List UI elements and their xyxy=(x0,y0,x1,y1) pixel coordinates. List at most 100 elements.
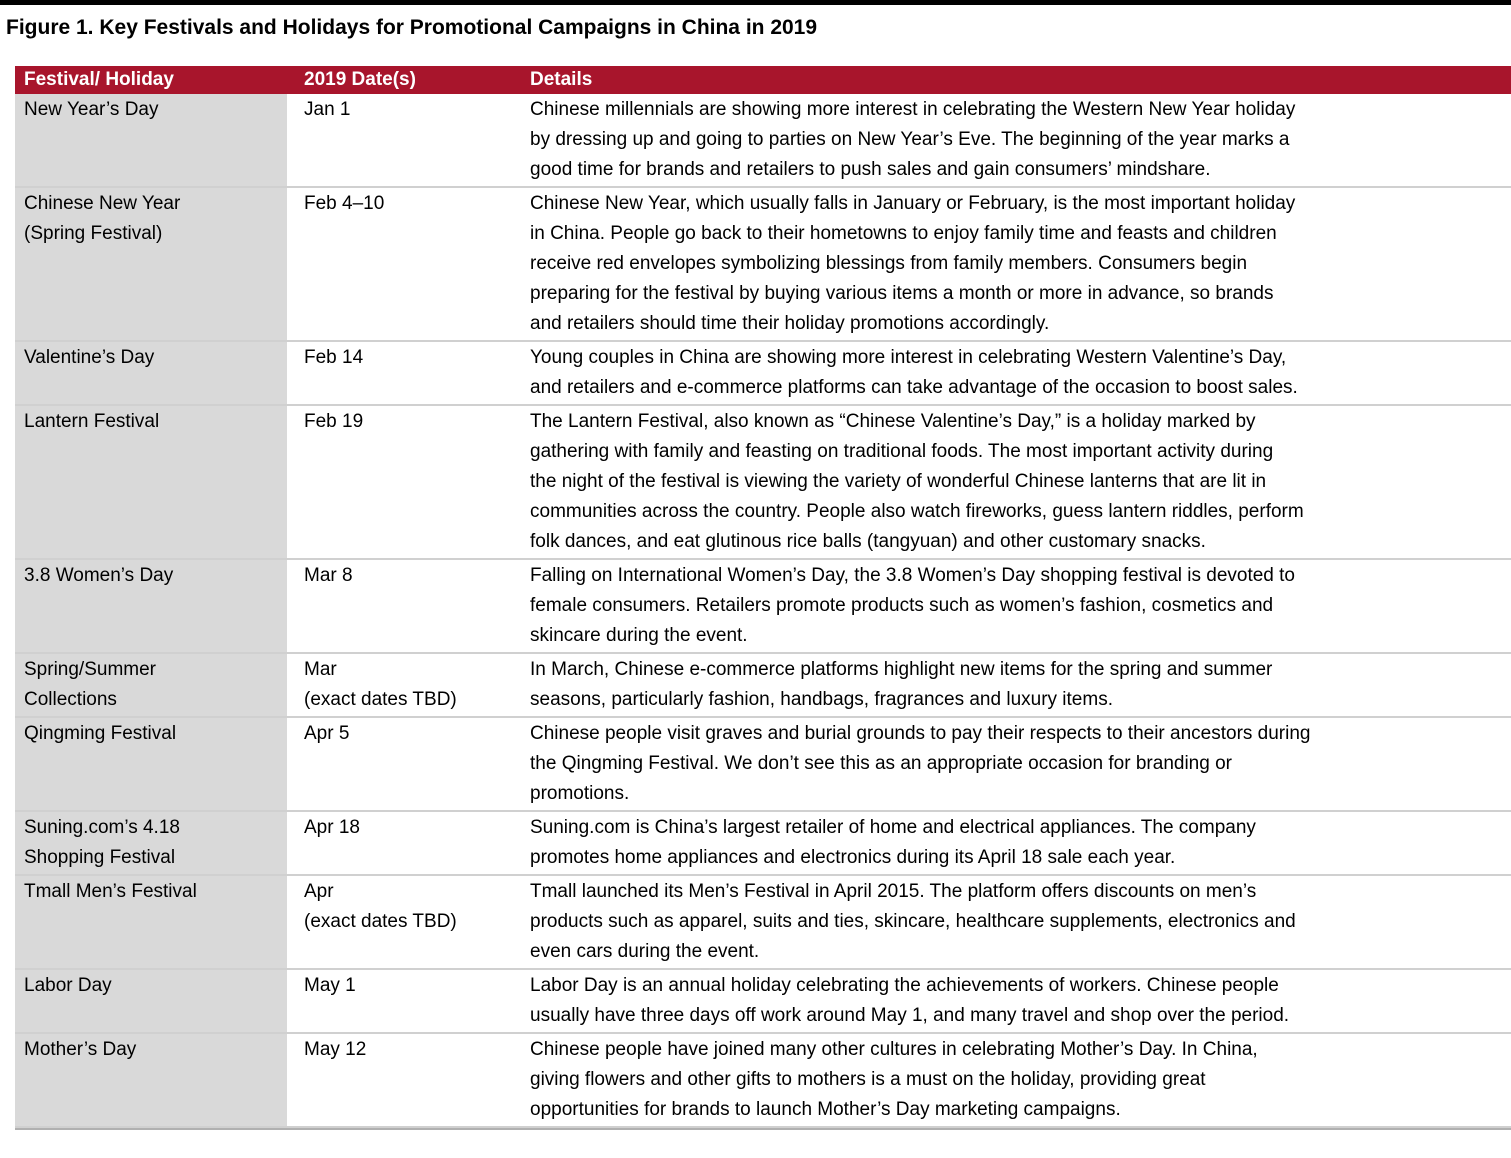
cell-text: Mother’s Day xyxy=(24,1039,137,1060)
table-cell: Suning.com’s 4.18 Shopping Festival xyxy=(15,812,287,874)
cell-text: gathering with family and feasting on tr… xyxy=(530,441,1274,462)
top-rule xyxy=(0,0,1511,5)
table-row: Spring/Summer Collections Mar (exact dates … xyxy=(15,654,1511,718)
cell-text: usually have three days off work around … xyxy=(530,1005,1290,1026)
cell-text: Chinese people visit graves and burial g… xyxy=(530,723,1311,744)
header-cell: Festival/ Holiday xyxy=(24,69,174,90)
cell-text: Chinese New Year xyxy=(24,193,181,214)
cell-text: Apr 18 xyxy=(304,817,360,838)
cell-text: (Spring Festival) xyxy=(24,223,163,244)
cell-text: and retailers should time their holiday … xyxy=(530,313,1050,334)
table-cell: Mother’s Day xyxy=(15,1034,287,1126)
table-row: Lantern Festival Feb 19 The Lantern Festiv… xyxy=(15,406,1511,560)
table-row: Chinese New Year (Spring Festival) Feb 4–1… xyxy=(15,188,1511,342)
cell-text: Labor Day xyxy=(24,975,112,996)
cell-text: promotions. xyxy=(530,783,630,804)
table-cell: Spring/Summer Collections xyxy=(15,654,287,716)
cell-text: communities across the country. People a… xyxy=(530,501,1304,522)
cell-text: In March, Chinese e-commerce platforms h… xyxy=(530,659,1273,680)
cell-text: promotes home appliances and electronics… xyxy=(530,847,1176,868)
table-cell: Suning.com is China’s largest retailer o… xyxy=(513,812,1511,874)
cell-text: Tmall launched its Men’s Festival in Apr… xyxy=(530,881,1257,902)
cell-text: Spring/Summer xyxy=(24,659,156,680)
table-cell: Chinese New Year (Spring Festival) xyxy=(15,188,287,340)
table-row: Valentine’s Day Feb 14 Young couples in Ch… xyxy=(15,342,1511,406)
cell-text: 3.8 Women’s Day xyxy=(24,565,174,586)
cell-text: Mar xyxy=(304,659,337,680)
table-cell: Chinese millennials are showing more int… xyxy=(513,94,1511,186)
cell-text: Suning.com’s 4.18 xyxy=(24,817,180,838)
cell-text: giving flowers and other gifts to mother… xyxy=(530,1069,1206,1090)
cell-text: even cars during the event. xyxy=(530,941,760,962)
cell-text: May 12 xyxy=(304,1039,367,1060)
header-cell: 2019 Date(s) xyxy=(304,69,416,90)
table-cell: In March, Chinese e-commerce platforms h… xyxy=(513,654,1511,716)
table-cell: 3.8 Women’s Day xyxy=(15,560,287,652)
cell-text: and retailers and e-commerce platforms c… xyxy=(530,377,1298,398)
table-cell: Apr (exact dates TBD) xyxy=(287,876,513,968)
cell-text: Chinese people have joined many other cu… xyxy=(530,1039,1258,1060)
header-row: Festival/ Holiday 2019 Date(s) Details xyxy=(15,66,1511,94)
cell-text: Tmall Men’s Festival xyxy=(24,881,197,902)
table-cell: Apr 5 xyxy=(287,718,513,810)
cell-text: the Qingming Festival. We don’t see this… xyxy=(530,753,1232,774)
cell-text: preparing for the festival by buying var… xyxy=(530,283,1274,304)
header-cell: Details xyxy=(530,69,593,90)
table-cell: May 1 xyxy=(287,970,513,1032)
table-row: Labor Day May 1 Labor Day is an annual hol… xyxy=(15,970,1511,1034)
cell-text: folk dances, and eat glutinous rice ball… xyxy=(530,531,1206,552)
cell-text: Collections xyxy=(24,689,117,710)
cell-text: Apr xyxy=(304,881,334,902)
cell-text: Qingming Festival xyxy=(24,723,177,744)
cell-text: seasons, particularly fashion, handbags,… xyxy=(530,689,1113,710)
cell-text: receive red envelopes symbolizing blessi… xyxy=(530,253,1248,274)
cell-text: Young couples in China are showing more … xyxy=(530,347,1287,368)
table-cell: May 12 xyxy=(287,1034,513,1126)
cell-text: Feb 19 xyxy=(304,411,364,432)
table-cell: Falling on International Women’s Day, th… xyxy=(513,560,1511,652)
table-cell: Young couples in China are showing more … xyxy=(513,342,1511,404)
table-cell: Qingming Festival xyxy=(15,718,287,810)
cell-text: skincare during the event. xyxy=(530,625,748,646)
cell-text: Shopping Festival xyxy=(24,847,176,868)
table-cell: Lantern Festival xyxy=(15,406,287,558)
table-cell: Chinese people visit graves and burial g… xyxy=(513,718,1511,810)
table-cell: Jan 1 xyxy=(287,94,513,186)
cell-text: good time for brands and retailers to pu… xyxy=(530,159,1211,180)
cell-text: The Lantern Festival, also known as “Chi… xyxy=(530,411,1256,432)
table-cell: The Lantern Festival, also known as “Chi… xyxy=(513,406,1511,558)
cell-text: Falling on International Women’s Day, th… xyxy=(530,565,1296,586)
cell-text: female consumers. Retailers promote prod… xyxy=(530,595,1274,616)
cell-text: in China. People go back to their hometo… xyxy=(530,223,1277,244)
table-cell: Tmall Men’s Festival xyxy=(15,876,287,968)
cell-text: New Year’s Day xyxy=(24,99,159,120)
table-cell: Valentine’s Day xyxy=(15,342,287,404)
cell-text: by dressing up and going to parties on N… xyxy=(530,129,1290,150)
cell-text: Lantern Festival xyxy=(24,411,160,432)
cell-text: Chinese New Year, which usually falls in… xyxy=(530,193,1296,214)
table-row: Mother’s Day May 12 Chinese people have jo… xyxy=(15,1034,1511,1128)
table-cell: Labor Day is an annual holiday celebrati… xyxy=(513,970,1511,1032)
cell-text: Feb 14 xyxy=(304,347,364,368)
table-cell: Feb 4–10 xyxy=(287,188,513,340)
cell-text: Jan 1 xyxy=(304,99,351,120)
cell-text: (exact dates TBD) xyxy=(304,689,457,710)
cell-text: May 1 xyxy=(304,975,356,996)
cell-text: the night of the festival is viewing the… xyxy=(530,471,1267,492)
table-row: 3.8 Women’s Day Mar 8 Falling on Internati… xyxy=(15,560,1511,654)
table-row: Tmall Men’s Festival Apr (exact dates TBD)… xyxy=(15,876,1511,970)
table-row: New Year’s Day Jan 1 Chinese millennials a… xyxy=(15,94,1511,188)
table: Festival/ Holiday 2019 Date(s) Details New … xyxy=(15,66,1511,1130)
table-cell: Chinese people have joined many other cu… xyxy=(513,1034,1511,1126)
table-cell: Feb 19 xyxy=(287,406,513,558)
table-cell: Apr 18 xyxy=(287,812,513,874)
table-cell: New Year’s Day xyxy=(15,94,287,186)
figure-title: Figure 1. Key Festivals and Holidays for… xyxy=(6,16,818,39)
cell-text: Apr 5 xyxy=(304,723,350,744)
cell-text: opportunities for brands to launch Mothe… xyxy=(530,1099,1121,1120)
table-cell: Feb 14 xyxy=(287,342,513,404)
table-cell: Mar 8 xyxy=(287,560,513,652)
cell-text: Valentine’s Day xyxy=(24,347,155,368)
cell-text: Chinese millennials are showing more int… xyxy=(530,99,1296,120)
